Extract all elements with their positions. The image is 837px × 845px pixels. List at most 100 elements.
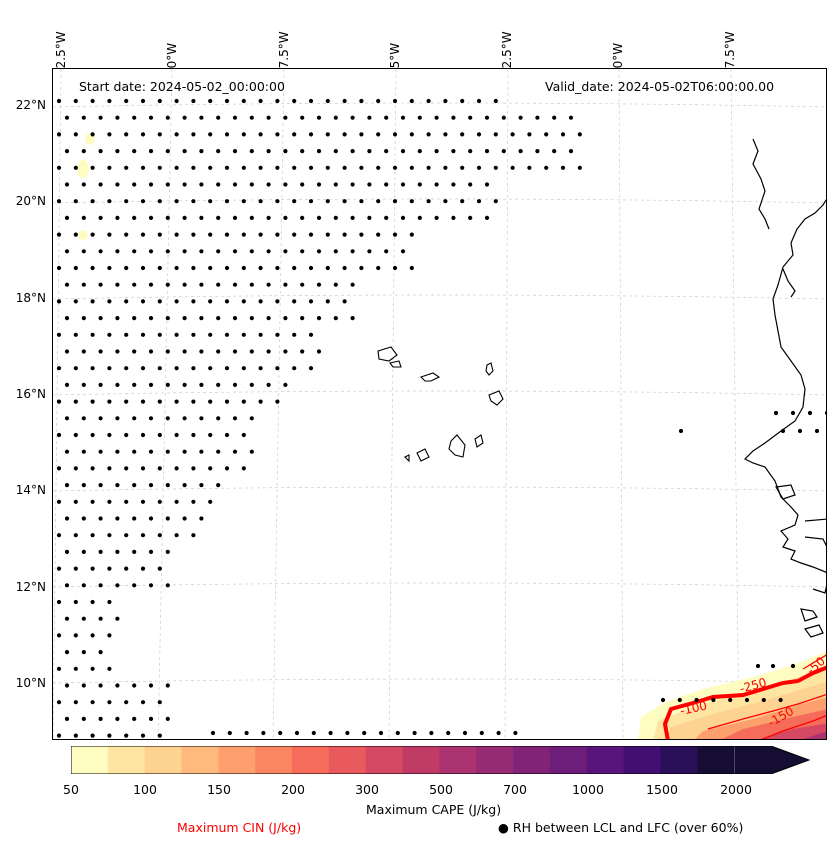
rh-dot (232, 449, 238, 454)
rh-dot (434, 149, 439, 154)
rh-dot (527, 132, 532, 137)
rh-dot (258, 165, 263, 170)
rh-dot (744, 697, 750, 703)
rh-dot (258, 98, 263, 104)
rh-dot (73, 232, 78, 237)
rh-dot (81, 382, 86, 387)
rh-dot (544, 132, 549, 137)
rh-dot (157, 733, 162, 738)
rh-dot (308, 199, 314, 204)
rh-dot (148, 215, 154, 220)
rh-dot (115, 382, 120, 387)
rh-dot (266, 149, 271, 154)
rh-dot (140, 533, 146, 538)
rh-dot (493, 98, 498, 104)
rh-dot (174, 466, 179, 471)
rh-dot (417, 215, 422, 220)
rh-dot (157, 165, 162, 170)
rh-dot (191, 98, 196, 104)
rh-dot (174, 366, 179, 371)
colorbar-tick: 200 (281, 782, 305, 797)
rh-dot (275, 366, 280, 371)
cin-legend-label: Maximum CIN (J/kg) (177, 820, 302, 835)
colorbar-cell (71, 746, 109, 774)
rh-dot (484, 215, 490, 220)
rh-dot (140, 733, 146, 738)
rh-dot (258, 332, 263, 337)
rh-dot (90, 599, 95, 605)
rh-dot (182, 215, 187, 220)
rh-dot (199, 416, 204, 421)
rh-dot (64, 616, 70, 621)
rh-dot (560, 132, 566, 137)
rh-dot (191, 499, 196, 504)
rh-dot (64, 650, 70, 655)
rh-dot (350, 182, 355, 187)
rh-dot (325, 265, 330, 271)
rh-dot (342, 165, 347, 170)
rh-dot (451, 149, 456, 154)
rh-dot (90, 399, 95, 404)
rh-dot (224, 265, 230, 271)
rh-dot (199, 516, 204, 521)
rh-dot (56, 466, 62, 471)
rh-dot (81, 616, 86, 621)
rh-dot (376, 232, 381, 237)
rh-dot (157, 399, 162, 404)
rh-dot (140, 366, 146, 371)
rh-dot (98, 650, 103, 655)
rh-dot (140, 98, 146, 104)
rh-dot (81, 483, 86, 488)
rh-dot (258, 232, 263, 237)
rh-dot (552, 115, 557, 120)
rh-dot (73, 98, 78, 104)
rh-dot (90, 633, 95, 638)
rh-dot (90, 199, 95, 204)
rh-dot (770, 663, 776, 669)
rh-dot (292, 366, 297, 371)
rh-dot (216, 282, 221, 287)
rh-dot (157, 432, 162, 438)
rh-dot (148, 316, 154, 321)
rh-dot (115, 616, 120, 621)
rh-dot (325, 299, 330, 304)
rh-dot (199, 115, 204, 120)
rh-dot (132, 483, 137, 488)
rh-dot (224, 332, 230, 337)
rh-dot (107, 499, 112, 504)
rh-dot (98, 716, 103, 722)
rh-dot (275, 399, 280, 404)
rh-dot (510, 165, 515, 170)
rh-dot (199, 215, 204, 220)
rh-dot (308, 299, 314, 304)
rh-dot (165, 683, 170, 688)
rh-dot (325, 199, 330, 204)
rh-dot (568, 115, 574, 120)
rh-dot (132, 382, 137, 387)
rh-dot (107, 199, 112, 204)
rh-dot (199, 349, 204, 354)
rh-dot (182, 449, 187, 454)
rh-dot (292, 332, 297, 337)
rh-dot (359, 98, 364, 104)
rh-dot (182, 149, 187, 154)
lat-label: 14°N (15, 483, 46, 497)
rh-dot (165, 382, 170, 387)
rh-dot (501, 149, 506, 154)
rh-dot (165, 149, 170, 154)
rh-dot (376, 265, 381, 271)
rh-dot (232, 316, 238, 321)
rh-dot (115, 583, 120, 588)
rh-dot (412, 730, 417, 736)
rh-dot (81, 449, 86, 454)
rh-dot (308, 332, 314, 337)
rh-dot (367, 182, 372, 187)
rh-dot (208, 366, 213, 371)
rh-dot (292, 232, 297, 237)
rh-dot (140, 566, 146, 571)
rh-dot (367, 249, 372, 254)
rh-dot (208, 332, 213, 337)
colorbar-cell (402, 746, 441, 774)
lat-label: 16°N (15, 387, 46, 401)
rh-dot (333, 149, 338, 154)
